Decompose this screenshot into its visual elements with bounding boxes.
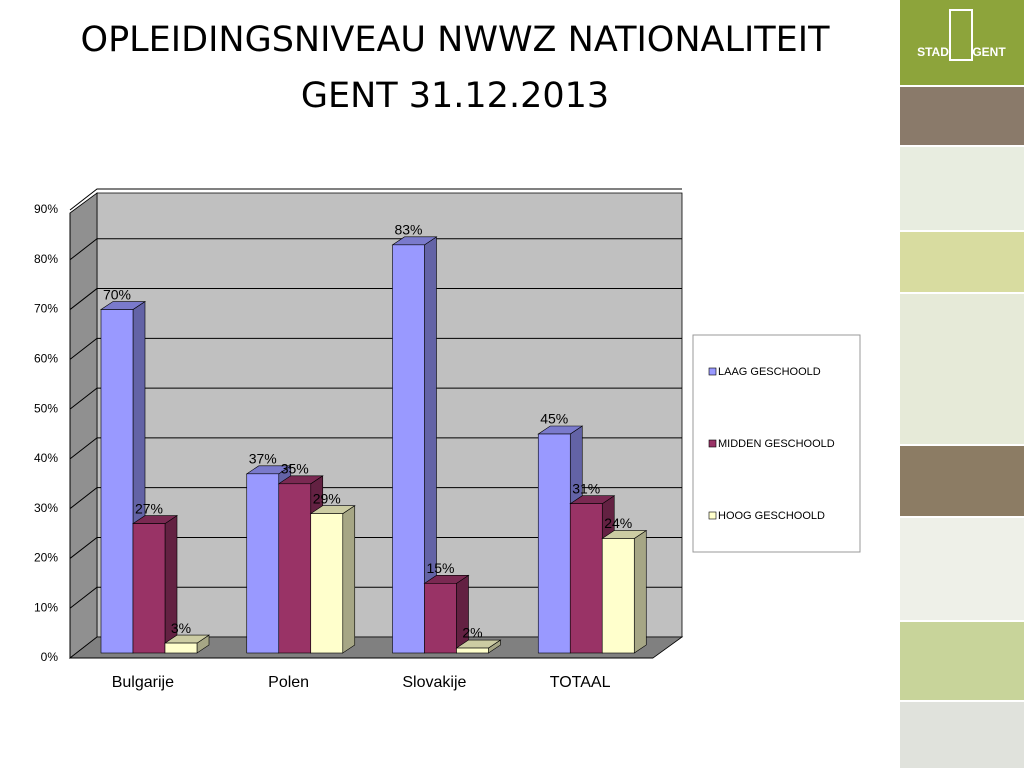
data-label: 29% — [313, 490, 341, 506]
data-label: 24% — [604, 515, 632, 531]
legend-swatch — [708, 367, 717, 376]
bar — [278, 483, 312, 654]
grid-line — [69, 238, 682, 261]
logo-background — [900, 0, 1024, 85]
x-tick-label: Bulgarije — [112, 674, 174, 691]
grid-line — [69, 288, 682, 310]
grid-line — [69, 536, 682, 559]
bar — [132, 523, 166, 654]
bar — [569, 503, 603, 654]
legend-swatch — [708, 511, 717, 520]
data-label: 70% — [103, 286, 131, 302]
y-tick-label: 0% — [41, 650, 59, 664]
y-tick-label: 40% — [34, 451, 58, 465]
data-label: 3% — [171, 620, 191, 636]
y-tick-label: 30% — [34, 501, 58, 515]
side-wall — [69, 192, 98, 659]
logo-text: GENT — [972, 45, 1006, 59]
x-tick-label: Slovakije — [402, 674, 466, 691]
bar — [392, 244, 425, 654]
data-label: 27% — [135, 500, 163, 516]
x-tick-label: TOTAAL — [550, 674, 611, 691]
bar — [601, 538, 635, 654]
y-tick-label: 60% — [34, 352, 58, 366]
legend-label: MIDDEN GESCHOOLD — [718, 438, 835, 450]
grid-line — [69, 437, 682, 460]
legend-label: LAAG GESCHOOLD — [718, 366, 821, 378]
data-label: 83% — [394, 222, 422, 238]
bar — [310, 513, 344, 654]
sidebar-photo — [900, 446, 1024, 516]
data-label: 37% — [249, 451, 277, 467]
y-tick-label: 10% — [34, 600, 58, 614]
data-label: 35% — [281, 460, 309, 476]
bar — [537, 433, 571, 654]
legend-swatch — [708, 439, 717, 448]
bar — [164, 642, 198, 654]
sidebar-map — [900, 294, 1024, 444]
sidebar-map — [900, 702, 1024, 768]
sidebar-image — [900, 232, 1024, 292]
bar-side — [342, 505, 356, 654]
data-label: 15% — [426, 560, 454, 576]
logo-tower — [949, 9, 973, 61]
y-tick-label: 50% — [34, 401, 58, 415]
x-tick-label: Polen — [268, 674, 309, 691]
bar — [246, 473, 280, 654]
grid-line — [69, 337, 682, 360]
legend — [692, 334, 861, 553]
bar — [456, 647, 489, 654]
data-label: 31% — [572, 480, 600, 496]
legend-label: HOOG GESCHOOLD — [718, 510, 825, 522]
logo-text: STAD — [917, 45, 949, 59]
grid-line — [69, 586, 682, 609]
bar-side — [633, 529, 647, 654]
bar — [100, 309, 134, 654]
grid-line — [69, 387, 682, 410]
sidebar-photo — [900, 87, 1024, 145]
grid-line — [69, 188, 682, 211]
sidebar-image — [900, 622, 1024, 700]
y-tick-label: 20% — [34, 551, 58, 565]
y-tick-label: 90% — [34, 202, 58, 216]
sidebar-image — [900, 147, 1024, 230]
y-tick-label: 70% — [34, 302, 58, 316]
data-label: 2% — [462, 625, 482, 641]
y-tick-label: 80% — [34, 252, 58, 266]
bar — [424, 583, 457, 654]
chart-title: OPLEIDINGSNIVEAU NWWZ NATIONALITEIT GENT… — [80, 20, 830, 116]
data-label: 45% — [540, 411, 568, 427]
grid-line — [69, 487, 682, 510]
sidebar-image — [900, 518, 1024, 620]
